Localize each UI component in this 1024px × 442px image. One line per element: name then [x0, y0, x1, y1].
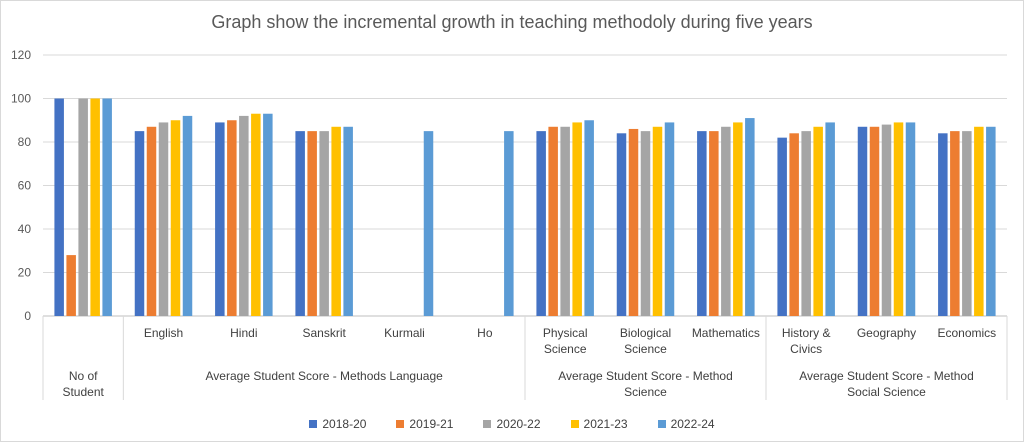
x-category-label: Civics [790, 342, 822, 356]
legend-label: 2021-23 [583, 417, 628, 431]
legend-label: 2020-22 [496, 417, 541, 431]
bar [801, 131, 811, 316]
bar [986, 126, 996, 317]
bar [905, 122, 916, 316]
x-group-label: No of [69, 369, 98, 383]
chart-title: Graph show the incremental growth in tea… [211, 12, 813, 32]
bar [825, 122, 835, 316]
legend-swatch [483, 420, 492, 428]
bar [789, 133, 799, 316]
legend-item: 2018-20 [309, 417, 366, 431]
bar [536, 131, 546, 316]
x-category-label: Geography [857, 326, 916, 340]
x-category-label: English [144, 326, 183, 340]
y-tick-label: 20 [18, 266, 32, 280]
legend-swatch [570, 420, 579, 428]
legend-label: 2018-20 [322, 417, 367, 431]
bar [857, 126, 868, 317]
bar [721, 126, 731, 317]
bar [423, 131, 434, 316]
x-group-label: Social Science [847, 385, 926, 399]
bar [295, 131, 305, 316]
bar [869, 126, 880, 317]
bar [950, 131, 960, 316]
y-tick-label: 120 [11, 48, 31, 62]
bar [777, 137, 787, 316]
bar [504, 131, 514, 316]
bar [584, 120, 594, 316]
bar [319, 131, 329, 316]
bar [54, 98, 64, 316]
bar [251, 113, 261, 316]
bar [697, 131, 707, 316]
x-category-label: Mathematics [692, 326, 760, 340]
y-tick-label: 40 [18, 222, 32, 236]
bar [227, 120, 237, 316]
bar [572, 122, 582, 316]
x-category-label: Science [544, 342, 587, 356]
bar [90, 98, 100, 316]
legend-label: 2019-21 [409, 417, 454, 431]
bar [664, 122, 675, 316]
x-category-label: Sanskrit [302, 326, 346, 340]
bar [560, 126, 570, 317]
x-category-label: Science [624, 342, 667, 356]
x-category-label: Hindi [230, 326, 257, 340]
bar [146, 126, 157, 317]
bar [745, 118, 755, 316]
bar [102, 98, 112, 316]
bar [215, 122, 225, 316]
bar [182, 115, 193, 317]
bar [78, 98, 88, 316]
y-tick-label: 0 [24, 309, 31, 323]
bar [331, 126, 341, 317]
bar [170, 120, 181, 316]
bar [134, 131, 145, 316]
bar [640, 131, 651, 316]
bar [158, 122, 169, 316]
bar [709, 131, 719, 316]
x-category-label: Kurmali [384, 326, 425, 340]
bar [263, 113, 273, 316]
bar [343, 126, 353, 317]
bar [548, 126, 558, 317]
x-group-label: Student [62, 385, 104, 399]
x-group-label: Science [624, 385, 667, 399]
bar [813, 126, 823, 317]
legend-item: 2022-24 [657, 417, 715, 431]
legend-item: 2019-21 [396, 417, 453, 431]
x-group-label: Average Student Score - Method [799, 369, 974, 383]
x-group-label: Average Student Score - Methods Language [206, 369, 444, 383]
bar [893, 122, 904, 316]
bar [938, 133, 948, 316]
bar [616, 133, 627, 316]
legend: 2018-20 2019-21 2020-22 2021-23 2022-24 [0, 417, 1024, 431]
y-tick-label: 60 [18, 179, 32, 193]
bar [66, 255, 76, 316]
x-category-label: Biological [620, 326, 671, 340]
bar [881, 124, 892, 316]
x-category-label: Economics [937, 326, 996, 340]
legend-swatch [309, 420, 318, 428]
bar [307, 131, 317, 316]
bar [239, 115, 249, 317]
legend-swatch [657, 420, 666, 428]
x-group-label: Average Student Score - Method [558, 369, 733, 383]
x-category-label: History & [782, 326, 831, 340]
bar [733, 122, 743, 316]
bar [628, 128, 639, 316]
legend-label: 2022-24 [670, 417, 715, 431]
x-category-label: Physical [543, 326, 588, 340]
x-category-label: Ho [477, 326, 493, 340]
y-tick-label: 100 [11, 92, 31, 106]
bar [652, 126, 663, 317]
bar [974, 126, 984, 317]
y-tick-label: 80 [18, 135, 32, 149]
legend-swatch [396, 420, 405, 428]
bar [962, 131, 972, 316]
legend-item: 2021-23 [570, 417, 628, 431]
legend-item: 2020-22 [483, 417, 541, 431]
